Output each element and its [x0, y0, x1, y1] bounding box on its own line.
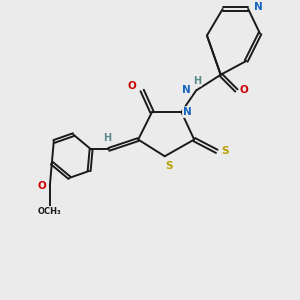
- Text: OCH₃: OCH₃: [38, 207, 62, 216]
- Text: O: O: [240, 85, 249, 95]
- Text: S: S: [165, 161, 172, 171]
- Text: N: N: [182, 85, 191, 95]
- Text: S: S: [221, 146, 228, 156]
- Text: H: H: [193, 76, 201, 86]
- Text: N: N: [254, 2, 262, 12]
- Text: H: H: [103, 133, 111, 142]
- Text: O: O: [38, 181, 46, 191]
- Text: O: O: [128, 81, 137, 91]
- Text: N: N: [183, 107, 192, 117]
